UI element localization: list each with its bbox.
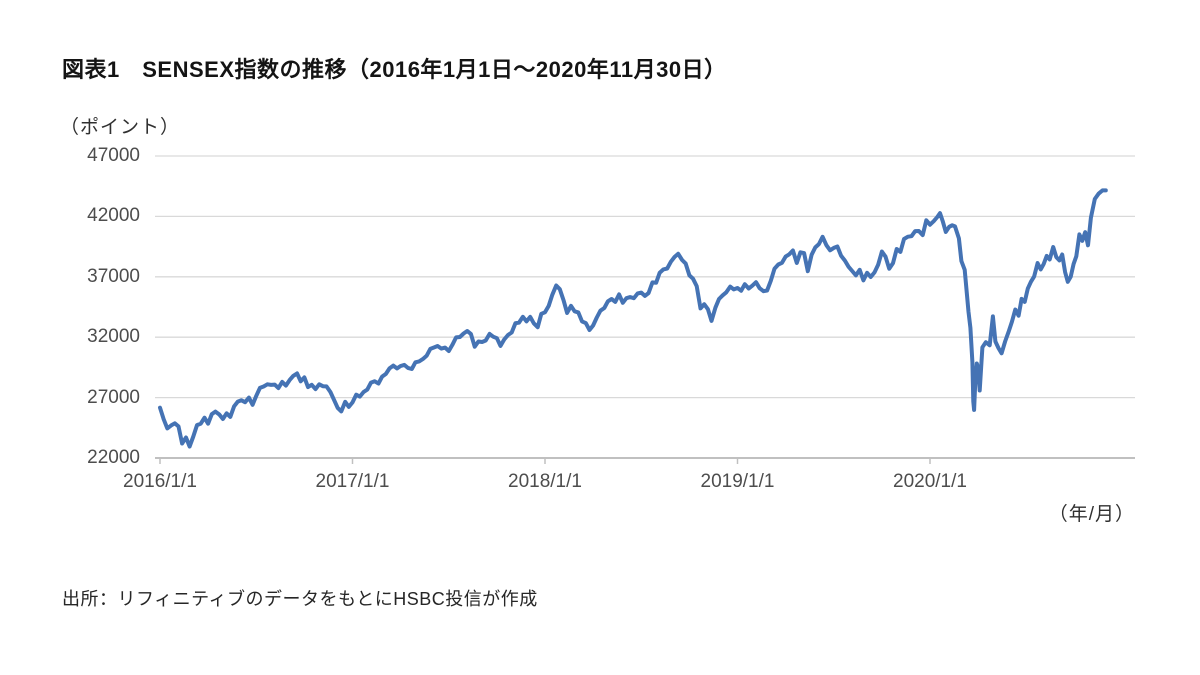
- y-axis-unit-label: （ポイント）: [60, 117, 181, 138]
- x-axis-unit-label: （年/月）: [1048, 504, 1135, 525]
- source-note: 出所：リフィニティブのデータをもとにHSBC投信が作成: [62, 589, 538, 609]
- x-tick-label-2018: 2018/1/1: [508, 471, 582, 492]
- y-tick-label-27000: 27000: [87, 386, 140, 408]
- x-tick-label-2016: 2016/1/1: [123, 471, 197, 492]
- x-tick-label-2017: 2017/1/1: [315, 471, 390, 492]
- y-tick-label-42000: 42000: [87, 205, 140, 227]
- figure-title: 図表1 SENSEX指数の推移（2016年1月1日～2020年11月30日）: [62, 57, 727, 82]
- y-tick-label-47000: 47000: [87, 145, 140, 166]
- sensex-line-series: [158, 188, 1108, 449]
- gridlines: [155, 155, 1135, 399]
- y-tick-label-32000: 32000: [87, 326, 140, 348]
- y-tick-label-22000: 22000: [87, 447, 140, 468]
- x-tick-label-2019: 2019/1/1: [700, 471, 775, 492]
- x-axis-tick-marks: [159, 458, 931, 464]
- y-tick-label-37000: 37000: [87, 265, 140, 287]
- x-tick-label-2020: 2020/1/1: [893, 471, 967, 492]
